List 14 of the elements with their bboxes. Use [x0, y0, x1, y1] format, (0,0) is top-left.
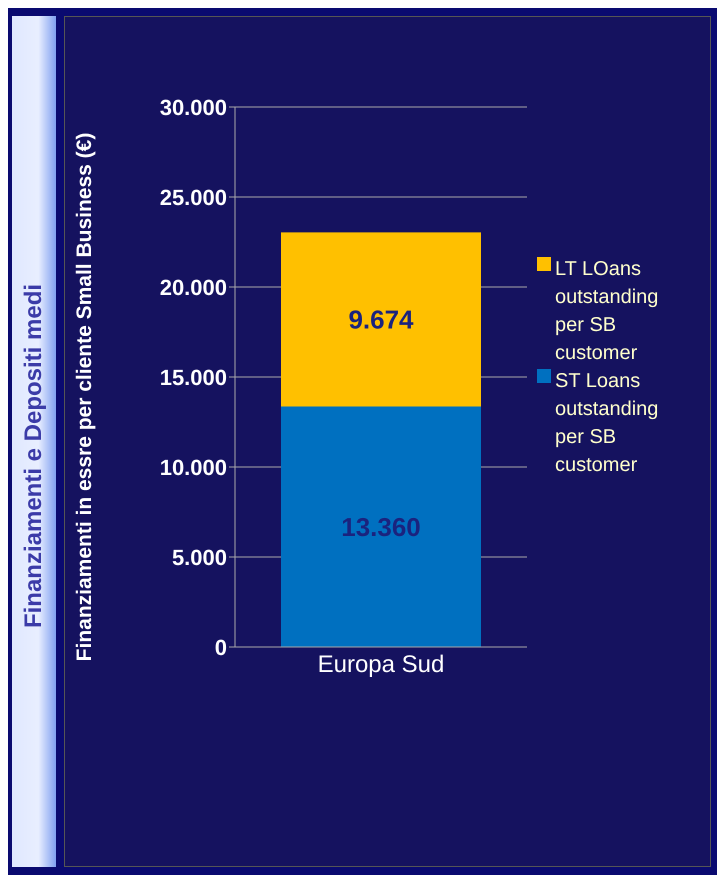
x-tick-label: Europa Sud	[318, 651, 444, 678]
y-axis-title: Finanziamenti in essre per cliente Small Business (€)	[73, 132, 97, 662]
y-tick-label: 20.000	[160, 274, 227, 300]
y-tick-label: 30.000	[160, 94, 227, 120]
y-tick-label: 5.000	[172, 544, 227, 570]
y-tick-label: 25.000	[160, 184, 227, 210]
y-tick-label: 15.000	[160, 364, 227, 390]
data-label: 13.360	[341, 512, 421, 542]
legend-label: LT LOans outstanding per SB customer	[555, 257, 660, 366]
legend-label: ST Loans outstanding per SB customer	[555, 369, 660, 478]
y-tick-label: 10.000	[160, 454, 227, 480]
y-tick-label: 0	[214, 634, 227, 660]
text: Finanziamenti e Depositi medi	[20, 284, 48, 628]
data-label: 9.674	[348, 304, 414, 335]
